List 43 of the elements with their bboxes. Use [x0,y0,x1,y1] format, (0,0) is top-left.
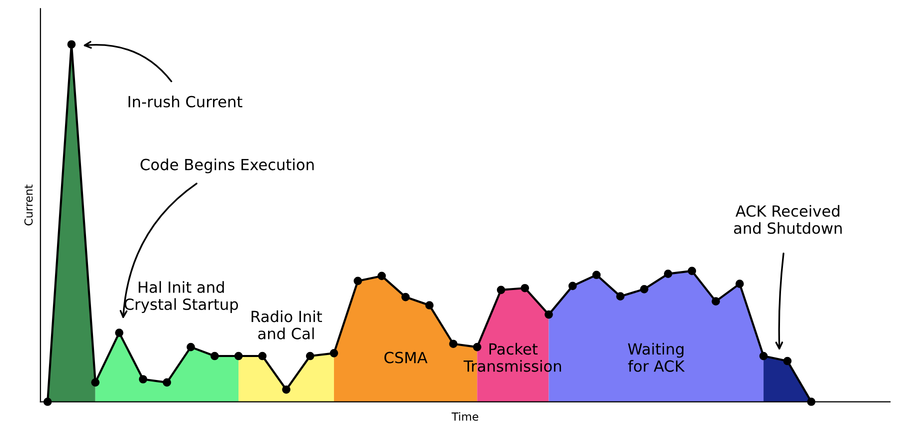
point [162,378,172,387]
point [282,385,290,394]
series-label: Packet Transmission [464,342,562,372]
series-label: Radio Init and Cal [252,310,322,340]
point [210,352,219,360]
point [138,375,148,384]
point [115,328,124,337]
point [378,272,386,280]
series-label: Waiting for ACK [628,342,685,372]
series-label: CSMA [384,352,428,364]
point [807,398,816,406]
point [712,297,720,306]
series-label: Hal Init and Crystal Startup [124,281,238,313]
y-axis-title: Current [24,184,33,226]
point [330,348,338,358]
point [544,310,553,319]
point [520,284,530,292]
point [472,342,482,352]
point [306,352,314,360]
x-axis-title: Time [452,412,478,421]
annotation: ACK Received and Shutdown [734,204,842,234]
point [425,301,434,310]
point [186,342,195,352]
annotation: In-rush Current [128,96,242,108]
point [759,352,768,360]
point [736,280,744,288]
point [568,282,577,290]
point [640,285,648,294]
point [43,398,52,406]
point [783,356,792,366]
point [234,352,243,360]
point [354,276,362,286]
point [258,352,267,360]
point [688,266,696,276]
point [67,40,76,49]
point [592,270,601,280]
point [664,270,672,278]
point [616,292,625,300]
point [449,340,458,348]
point [91,378,100,387]
point [496,286,506,294]
annotation: Code Begins Execution [140,158,314,174]
point [401,292,410,302]
